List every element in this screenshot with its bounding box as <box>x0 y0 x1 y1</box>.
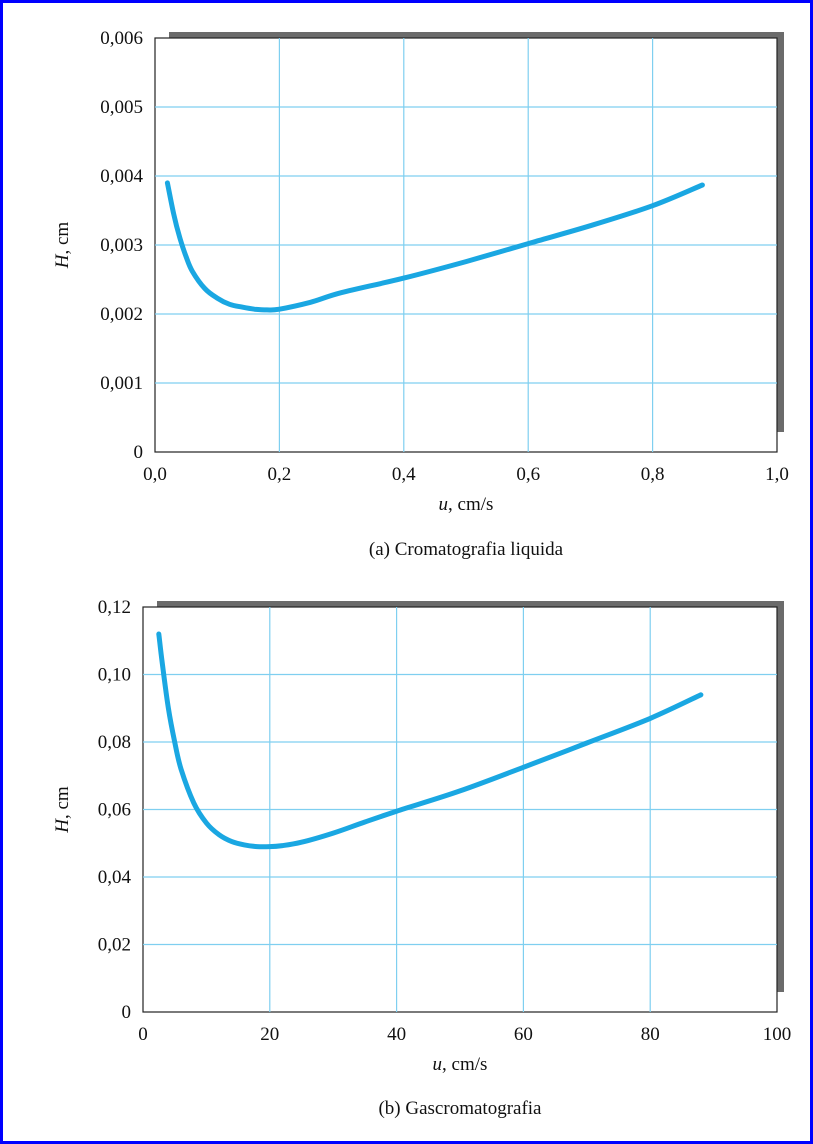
chart-b-y-axis-label: H, cm <box>52 786 73 834</box>
chart-b-series <box>156 631 704 850</box>
chart-b-y-axis-unit: , cm <box>52 786 73 819</box>
x-tick-label: 100 <box>763 1024 792 1045</box>
chart-a: 0,0 0,2 0,4 0,6 0,8 1,0 0 0,001 0,002 0,003 0,004… <box>52 28 789 560</box>
chart-a-x-axis-unit: , cm/s <box>448 494 493 515</box>
chart-a-x-axis-var: u <box>439 494 449 515</box>
x-tick-label: 1,0 <box>765 464 789 485</box>
chart-a-y-axis-unit: , cm <box>52 222 73 255</box>
chart-b-x-axis-var: u <box>433 1054 443 1075</box>
x-tick-label: 0,0 <box>143 464 167 485</box>
chart-b-y-axis-var: H <box>52 818 73 834</box>
x-tick-label: 40 <box>387 1024 406 1045</box>
chart-b-shadow-right <box>777 601 784 992</box>
y-tick-label: 0,002 <box>100 304 143 325</box>
y-tick-label: 0 <box>122 1002 132 1023</box>
chart-a-series <box>164 180 705 313</box>
series-line <box>164 180 705 313</box>
x-tick-label: 0 <box>138 1024 148 1045</box>
chart-a-y-axis-label: H, cm <box>52 222 73 270</box>
y-tick-label: 0,02 <box>98 935 131 956</box>
chart-b-y-ticks: 0 0,02 0,04 0,06 0,08 0,10 0,12 <box>98 597 132 1023</box>
y-tick-label: 0,10 <box>98 665 131 686</box>
chart-b: 0 20 40 60 80 100 0 0,02 0,04 0,06 0,08 0,10 0,12 u… <box>52 597 791 1119</box>
x-tick-label: 80 <box>641 1024 660 1045</box>
chart-a-shadow-top <box>169 32 777 38</box>
chart-b-shadow-top <box>157 601 777 607</box>
chart-a-x-axis-label: u, cm/s <box>439 494 494 515</box>
y-tick-label: 0,006 <box>100 28 143 49</box>
chart-a-x-ticks: 0,0 0,2 0,4 0,6 0,8 1,0 <box>143 464 789 485</box>
chart-b-x-axis-unit: , cm/s <box>442 1054 487 1075</box>
chart-b-x-axis-label: u, cm/s <box>433 1054 488 1075</box>
y-tick-label: 0 <box>134 442 144 463</box>
y-tick-label: 0,06 <box>98 800 131 821</box>
x-tick-label: 0,2 <box>268 464 292 485</box>
x-tick-label: 60 <box>514 1024 533 1045</box>
chart-a-y-ticks: 0 0,001 0,002 0,003 0,004 0,005 0,006 <box>100 28 143 463</box>
chart-a-shadow-right <box>777 32 784 432</box>
x-tick-label: 0,8 <box>641 464 665 485</box>
x-tick-label: 0,6 <box>516 464 540 485</box>
series-line <box>156 631 704 850</box>
chart-b-x-ticks: 0 20 40 60 80 100 <box>138 1024 791 1045</box>
y-tick-label: 0,04 <box>98 867 132 888</box>
y-tick-label: 0,004 <box>100 166 143 187</box>
y-tick-label: 0,003 <box>100 235 143 256</box>
x-tick-label: 0,4 <box>392 464 416 485</box>
y-tick-label: 0,12 <box>98 597 131 618</box>
y-tick-label: 0,08 <box>98 732 131 753</box>
x-tick-label: 20 <box>260 1024 279 1045</box>
chart-a-y-axis-var: H <box>52 253 73 269</box>
chart-a-caption: (a) Cromatografia liquida <box>369 539 564 560</box>
chart-b-caption: (b) Gascromatografia <box>378 1098 542 1119</box>
y-tick-label: 0,005 <box>100 97 143 118</box>
y-tick-label: 0,001 <box>100 373 143 394</box>
